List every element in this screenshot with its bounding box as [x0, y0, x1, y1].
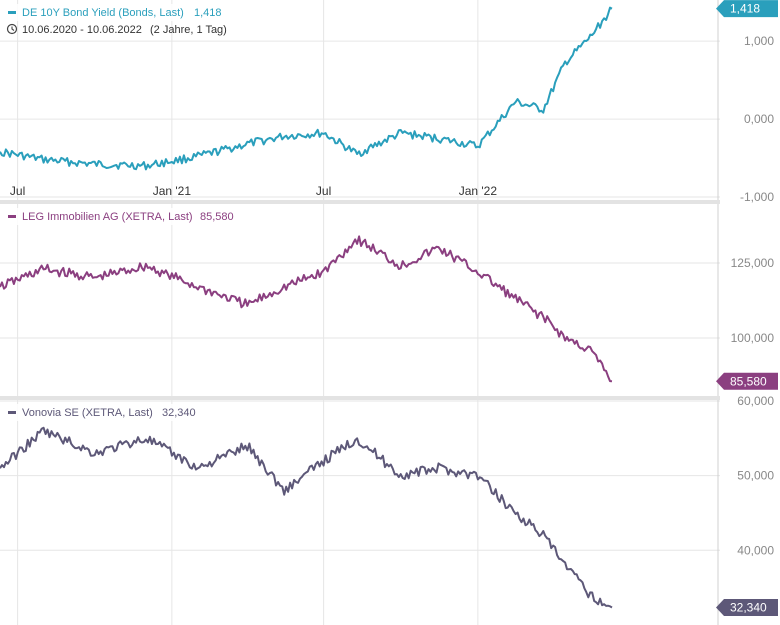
series-line — [0, 6, 613, 171]
y-tick-label: 60,000 — [737, 394, 774, 408]
legend-background — [4, 4, 240, 21]
legend-label: DE 10Y Bond Yield (Bonds, Last) — [22, 7, 184, 19]
legend-swatch — [8, 215, 16, 218]
last-value-badge-label: 85,580 — [730, 374, 767, 388]
range-note: (2 Jahre, 1 Tag) — [150, 24, 227, 36]
y-tick-label: 125,000 — [731, 256, 775, 270]
date-range: 10.06.2020 - 10.06.2022 — [22, 24, 142, 36]
legend-background — [4, 404, 240, 421]
y-tick-label: 40,000 — [737, 543, 774, 557]
series-line — [0, 426, 613, 609]
legend-last-value: 32,340 — [162, 407, 196, 419]
legend-swatch — [8, 11, 16, 14]
y-tick-label: 1,000 — [744, 34, 774, 48]
last-value-badge-label: 32,340 — [730, 600, 767, 614]
clock-icon — [6, 23, 18, 35]
last-value-badge — [716, 0, 778, 18]
clock-hand — [11, 26, 15, 31]
legend-last-value: 85,580 — [200, 211, 234, 223]
series-line — [0, 235, 613, 383]
x-tick-label: Jul — [316, 184, 331, 198]
legend-label: Vonovia SE (XETRA, Last) — [22, 407, 153, 419]
y-tick-label: 50,000 — [737, 469, 774, 483]
legend-label: LEG Immobilien AG (XETRA, Last) — [22, 211, 193, 223]
x-tick-label: Jan '22 — [459, 184, 498, 198]
legend-background — [4, 208, 240, 225]
last-value-badge — [716, 598, 778, 616]
last-value-badge — [716, 372, 778, 390]
x-tick-label: Jan '21 — [153, 184, 192, 198]
legend-swatch — [8, 411, 16, 414]
y-tick-label: -1,000 — [740, 190, 774, 204]
panel-separator — [0, 200, 720, 204]
legend-last-value: 1,418 — [194, 7, 222, 19]
panel-separator — [0, 396, 720, 400]
last-value-badge-label: 1,418 — [730, 2, 760, 16]
x-tick-label: Jul — [10, 184, 25, 198]
y-tick-label: 0,000 — [744, 112, 774, 126]
y-tick-label: 100,000 — [731, 331, 775, 345]
